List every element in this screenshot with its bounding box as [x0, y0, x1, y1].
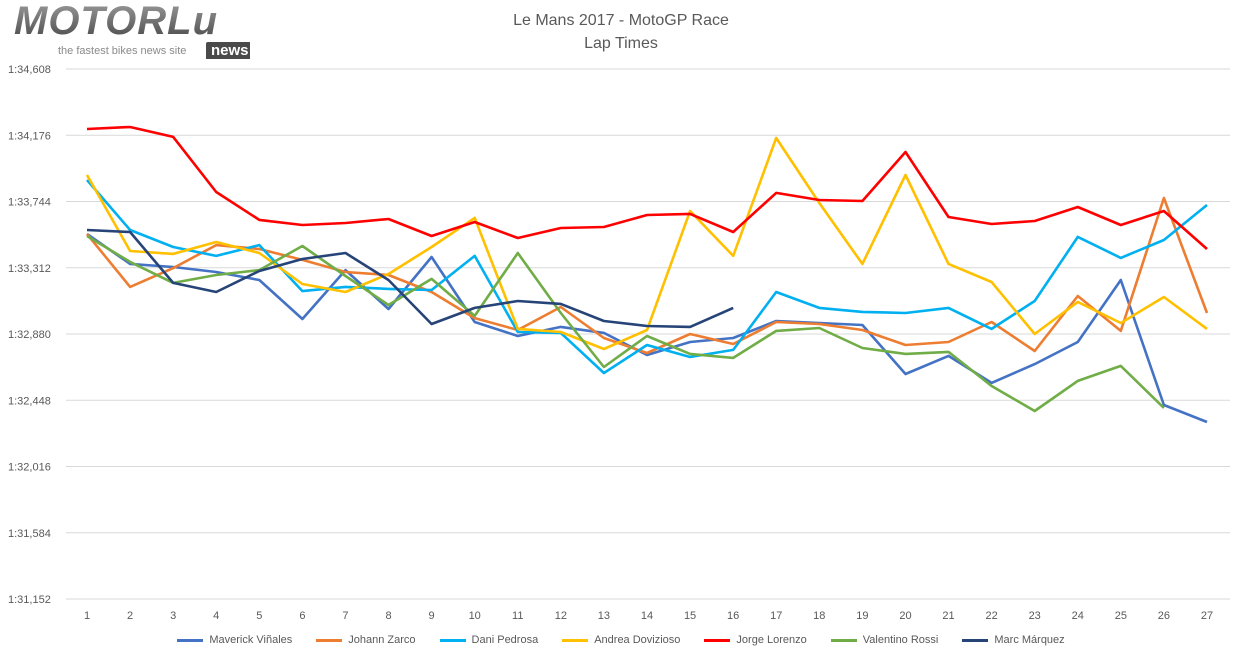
- legend-item: Maverick Viñales: [177, 633, 292, 647]
- x-tick-label: 13: [598, 610, 610, 622]
- logo-news-badge: news: [206, 42, 250, 59]
- y-tick-label: 1:34,608: [8, 64, 51, 76]
- y-tick-label: 1:31,152: [8, 594, 51, 606]
- legend-label: Dani Pedrosa: [471, 634, 539, 646]
- legend-swatch: [316, 638, 343, 642]
- legend-swatch: [830, 638, 857, 642]
- x-tick-label: 12: [555, 610, 567, 622]
- chart-title: Le Mans 2017 - MotoGP Race: [513, 12, 729, 29]
- y-tick-label: 1:32,448: [8, 395, 51, 407]
- chart-legend: Maverick Viñales Johann Zarco Dani Pedrosa…: [0, 633, 1242, 647]
- series-line-johann-zarco: [85, 196, 1209, 355]
- x-tick-label: 25: [1115, 610, 1127, 622]
- legend-item: Valentino Rossi: [830, 633, 939, 647]
- x-tick-label: 19: [856, 610, 868, 622]
- series-line-dani-pedrosa: [86, 179, 1208, 375]
- x-tick-label: 27: [1201, 610, 1213, 622]
- motorlu-logo: MOTORLu the fastest bikes news site news: [10, 0, 250, 60]
- legend-item: Johann Zarco: [316, 633, 416, 647]
- x-tick-label: 14: [641, 610, 653, 622]
- series-line-jorge-lorenzo: [86, 125, 1208, 250]
- series-line-maverick-vi-ales: [86, 232, 1208, 424]
- x-tick-label: 24: [1072, 610, 1084, 622]
- legend-item: Marc Márquez: [962, 633, 1065, 647]
- chart-subtitle: Lap Times: [584, 35, 658, 52]
- x-tick-label: 7: [342, 610, 348, 622]
- y-tick-label: 1:34,176: [8, 130, 51, 142]
- legend-label: Johann Zarco: [348, 634, 416, 646]
- x-tick-label: 6: [299, 610, 305, 622]
- x-tick-label: 23: [1029, 610, 1041, 622]
- legend-swatch: [962, 638, 989, 642]
- x-tick-label: 21: [942, 610, 954, 622]
- legend-label: Jorge Lorenzo: [736, 634, 807, 646]
- y-tick-label: 1:33,744: [8, 197, 51, 209]
- legend-label: Valentino Rossi: [862, 634, 939, 646]
- legend-swatch: [704, 638, 731, 642]
- x-tick-label: 22: [985, 610, 997, 622]
- legend-label: Marc Márquez: [994, 634, 1065, 646]
- y-tick-label: 1:31,584: [8, 528, 51, 540]
- x-tick-label: 18: [813, 610, 825, 622]
- legend-item: Andrea Dovizioso: [562, 633, 680, 647]
- legend-item: Dani Pedrosa: [439, 633, 539, 647]
- x-tick-label: 17: [770, 610, 782, 622]
- series-line-valentino-rossi: [86, 234, 1165, 413]
- x-tick-label: 1: [84, 610, 90, 622]
- y-tick-label: 1:32,880: [8, 329, 51, 341]
- series-line-andrea-dovizioso: [85, 136, 1208, 351]
- logo-wordmark: MOTORLu: [14, 0, 219, 43]
- legend-label: Maverick Viñales: [209, 634, 293, 646]
- x-tick-label: 16: [727, 610, 739, 622]
- x-tick-label: 4: [213, 610, 219, 622]
- x-tick-label: 11: [512, 610, 523, 622]
- x-tick-label: 2: [127, 610, 133, 622]
- logo-tagline: the fastest bikes news site: [58, 45, 187, 57]
- x-tick-label: 9: [429, 610, 435, 622]
- legend-swatch: [439, 638, 466, 642]
- x-tick-label: 20: [899, 610, 911, 622]
- x-tick-label: 15: [684, 610, 696, 622]
- y-tick-label: 1:33,312: [8, 263, 51, 275]
- legend-swatch: [177, 638, 204, 642]
- x-tick-label: 10: [469, 610, 481, 622]
- series-line-marc-m-rquez: [86, 228, 734, 329]
- x-tick-label: 26: [1158, 610, 1170, 622]
- x-tick-label: 5: [256, 610, 262, 622]
- legend-label: Andrea Dovizioso: [594, 634, 681, 646]
- legend-item: Jorge Lorenzo: [704, 633, 807, 647]
- x-tick-label: 8: [385, 610, 391, 622]
- x-tick-label: 3: [170, 610, 176, 622]
- legend-swatch: [562, 638, 589, 642]
- y-tick-label: 1:32,016: [8, 462, 51, 474]
